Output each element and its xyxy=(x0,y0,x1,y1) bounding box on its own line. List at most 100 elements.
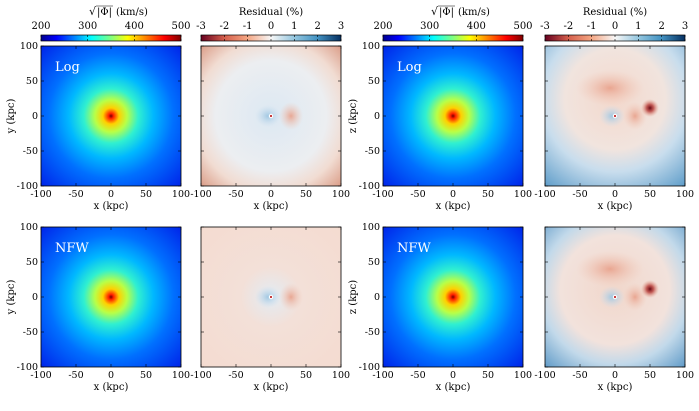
x-tick-label: 0 xyxy=(268,189,274,200)
x-axis-label: x (kpc) xyxy=(598,201,633,212)
x-tick-label: 0 xyxy=(450,370,456,381)
colorbar-tick-label: 200 xyxy=(373,21,392,32)
colorbar-tick-label: 500 xyxy=(513,21,532,32)
colorbar-tick-label: 400 xyxy=(125,21,144,32)
colorbar-tick-label: 0 xyxy=(612,21,618,32)
y-tick-label: 0 xyxy=(32,292,38,303)
x-tick-label: 100 xyxy=(676,189,694,200)
panel-annotation: NFW xyxy=(397,241,431,256)
x-tick-label: 50 xyxy=(482,189,494,200)
residual-feature-red xyxy=(623,102,647,130)
colorbar-tick-label: -1 xyxy=(587,21,597,32)
x-tick-label: 100 xyxy=(514,370,532,381)
colorbar-tick-label: 0 xyxy=(268,21,274,32)
residual-feature-red xyxy=(279,283,303,311)
colorbar-tick-label: 3 xyxy=(338,21,344,32)
potential-map xyxy=(41,46,181,186)
residual-feature-red xyxy=(623,283,647,311)
x-tick-label: -50 xyxy=(410,370,425,381)
panel-log-xz-potential: -100-100 -50 -50 0 0 50 50 100 100 x (kpc) z (kpc)… xyxy=(348,41,532,212)
panel-nfw-xz-residual: -100 -50 0 50 100 x (kpc) xyxy=(534,226,694,393)
residual-feature-upper xyxy=(576,251,644,287)
colorbar-label-arg: |Φ| xyxy=(439,7,454,18)
y-tick-label: -50 xyxy=(365,146,380,157)
y-tick-label: 100 xyxy=(20,222,38,233)
panel-log-xy-residual: -100 -50 0 50 100 x (kpc) xyxy=(190,45,350,212)
colorbar-tick-label: -2 xyxy=(563,21,573,32)
y-tick-label: -100 xyxy=(359,362,380,373)
x-tick-label: -100 xyxy=(372,189,393,200)
x-tick-label: 50 xyxy=(140,189,152,200)
panel-annotation: Log xyxy=(55,60,80,75)
panel-annotation: Log xyxy=(397,60,422,75)
colorbar-label-root: √ xyxy=(431,5,439,18)
colorbar-tick-label: 500 xyxy=(171,21,190,32)
x-tick-label: -100 xyxy=(30,189,51,200)
x-tick-label: 50 xyxy=(300,189,312,200)
x-tick-label: 100 xyxy=(676,370,694,381)
x-tick-label: -50 xyxy=(572,189,587,200)
colorbar-gradient xyxy=(382,34,524,42)
colorbar-3: 200 300 400 500 √ |Φ| (km/s) xyxy=(373,5,533,42)
colorbar-label-arg: |Φ| xyxy=(97,7,112,18)
colorbar-gradient xyxy=(40,34,182,42)
colorbar-tick-label: 1 xyxy=(291,21,297,32)
y-axis-label: y (kpc) xyxy=(6,99,17,135)
x-tick-label: 50 xyxy=(300,370,312,381)
x-tick-label: -100 xyxy=(372,370,393,381)
residual-feature-blue xyxy=(255,286,281,308)
colorbar-tick-label: -2 xyxy=(219,21,229,32)
colorbar-tick-label: 400 xyxy=(467,21,486,32)
y-axis-label: z (kpc) xyxy=(348,99,359,133)
y-tick-label: 0 xyxy=(374,111,380,122)
colorbar-tick-label: 300 xyxy=(78,21,97,32)
colorbar-tick-label: -3 xyxy=(540,21,550,32)
y-axis-label: z (kpc) xyxy=(348,280,359,314)
colorbar-tick-label: 1 xyxy=(635,21,641,32)
x-tick-label: -50 xyxy=(228,370,243,381)
residual-feature-hotspot xyxy=(641,99,659,117)
y-tick-label: -100 xyxy=(17,181,38,192)
residual-center-dot xyxy=(269,295,273,299)
colorbar-tick-label: 2 xyxy=(658,21,664,32)
y-tick-label: 0 xyxy=(32,111,38,122)
y-tick-label: 100 xyxy=(20,41,38,52)
x-tick-label: -50 xyxy=(68,189,83,200)
colorbar-tick-label: 300 xyxy=(420,21,439,32)
x-tick-label: 100 xyxy=(514,189,532,200)
x-tick-label: 50 xyxy=(644,370,656,381)
y-tick-label: 50 xyxy=(368,257,380,268)
panel-nfw-xy-potential: -100-100 -50 -50 0 0 50 50 100 100 x (kpc) y (kpc)… xyxy=(6,222,190,393)
x-tick-label: -100 xyxy=(30,370,51,381)
x-tick-label: -50 xyxy=(572,370,587,381)
residual-feature-blue xyxy=(599,105,625,127)
x-axis-label: x (kpc) xyxy=(94,201,129,212)
x-tick-label: -100 xyxy=(190,189,211,200)
residual-feature-red xyxy=(279,102,303,130)
x-axis-label: x (kpc) xyxy=(254,201,289,212)
colorbar-tick-label: -3 xyxy=(196,21,206,32)
y-tick-label: -100 xyxy=(359,181,380,192)
x-tick-label: 0 xyxy=(612,370,618,381)
x-tick-label: 50 xyxy=(140,370,152,381)
x-tick-label: 50 xyxy=(482,370,494,381)
y-tick-label: 50 xyxy=(26,257,38,268)
y-tick-label: 100 xyxy=(362,41,380,52)
x-tick-label: -50 xyxy=(68,370,83,381)
y-tick-label: 50 xyxy=(26,76,38,87)
x-tick-label: -50 xyxy=(410,189,425,200)
x-tick-label: 100 xyxy=(172,189,190,200)
panel-nfw-xz-potential: -100-100 -50 -50 0 0 50 50 100 100 x (kpc) z (kpc)… xyxy=(348,222,532,393)
potential-map xyxy=(383,46,523,186)
colorbar-tick-label: 200 xyxy=(31,21,50,32)
panel-log-xz-residual: -100 -50 0 50 100 x (kpc) xyxy=(534,45,694,212)
colorbar-2: -3 -2 -1 0 1 2 3 Residual (%) xyxy=(196,7,344,42)
x-axis-label: x (kpc) xyxy=(436,382,471,393)
potential-map xyxy=(41,227,181,367)
x-axis-label: x (kpc) xyxy=(254,382,289,393)
y-tick-label: 100 xyxy=(362,222,380,233)
colorbar-label-root: √ xyxy=(89,5,97,18)
residual-feature-blue xyxy=(255,105,281,127)
residual-center-dot xyxy=(269,114,273,118)
x-axis-label: x (kpc) xyxy=(94,382,129,393)
